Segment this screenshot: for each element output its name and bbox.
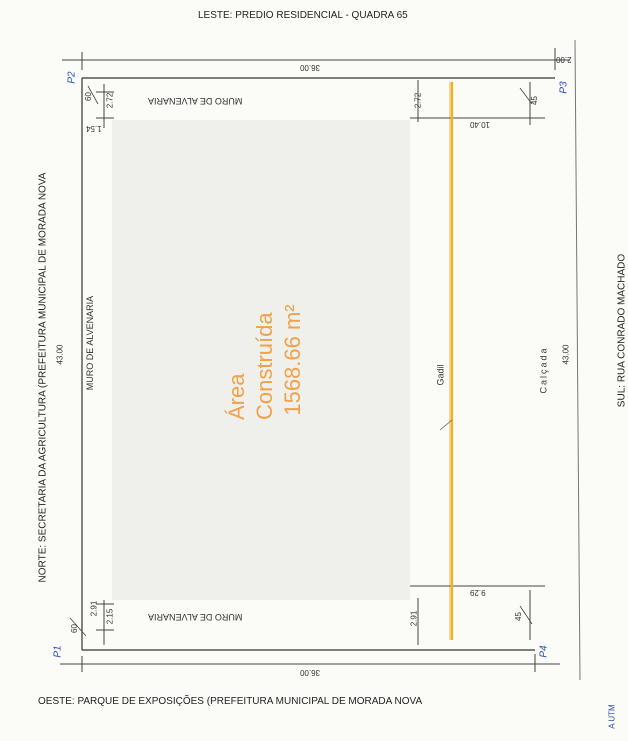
north-side-label: NORTE: SECRETARIA DA AGRICULTURA (PREFEI… bbox=[37, 172, 49, 583]
dim-right-total: 43.00 bbox=[561, 344, 571, 365]
left-wall-label: MURO DE ALVENARIA bbox=[85, 295, 95, 391]
dim-bottom-right-b: 9.29 bbox=[470, 588, 486, 597]
gadil-label: Gadil bbox=[435, 364, 446, 386]
west-side-label: OESTE: PARQUE DE EXPOSIÇÕES (PREFEITURA … bbox=[38, 696, 423, 707]
dim-bottom-left-b: 2.91 bbox=[89, 600, 99, 617]
built-area-label: Área Construída 1568.66 m² bbox=[205, 300, 325, 420]
dim-right-edge: 2.00 bbox=[556, 55, 572, 64]
dim-bottom-left-a: 2.15 bbox=[105, 608, 115, 625]
built-area-hatch bbox=[112, 120, 410, 600]
dim-bottom-total: 36.00 bbox=[300, 668, 321, 677]
dim-bottom-left-c: 60 bbox=[69, 624, 79, 633]
dim-top-right-c: 45 bbox=[529, 96, 539, 105]
top-wall-label: MURO DE ALVENARIA bbox=[148, 96, 243, 106]
point-p4: P4 bbox=[538, 645, 550, 658]
dim-top-total: 36.00 bbox=[300, 63, 321, 72]
point-p2: P2 bbox=[66, 71, 78, 84]
dim-top-left-a: 2.72 bbox=[105, 92, 115, 109]
calcada-label: Calçada bbox=[538, 346, 549, 394]
dim-top-left-c: 60 bbox=[83, 92, 93, 101]
point-p1: P1 bbox=[52, 645, 64, 658]
dim-left-total: 43.00 bbox=[55, 344, 65, 365]
dim-top-left-b: 1.54 bbox=[86, 124, 102, 133]
dim-bottom-right-a: 2.91 bbox=[409, 610, 419, 627]
dim-top-right-a: 2.72 bbox=[413, 92, 423, 109]
corner-utm-text: A UTM bbox=[607, 704, 617, 729]
south-side-label: SUL: RUA CONRADO MACHADO bbox=[616, 253, 628, 408]
dim-bottom-right-c: 45 bbox=[513, 612, 523, 621]
built-area-value: 1568.66 m² bbox=[280, 304, 305, 416]
point-p3: P3 bbox=[558, 81, 570, 94]
dim-top-right-b: 10.40 bbox=[470, 120, 491, 129]
east-side-label: LESTE: PREDIO RESIDENCIAL - QUADRA 65 bbox=[198, 10, 408, 21]
bottom-wall-label: MURO DE ALVENARIA bbox=[148, 612, 243, 622]
built-area-title: Área Construída bbox=[224, 312, 277, 420]
